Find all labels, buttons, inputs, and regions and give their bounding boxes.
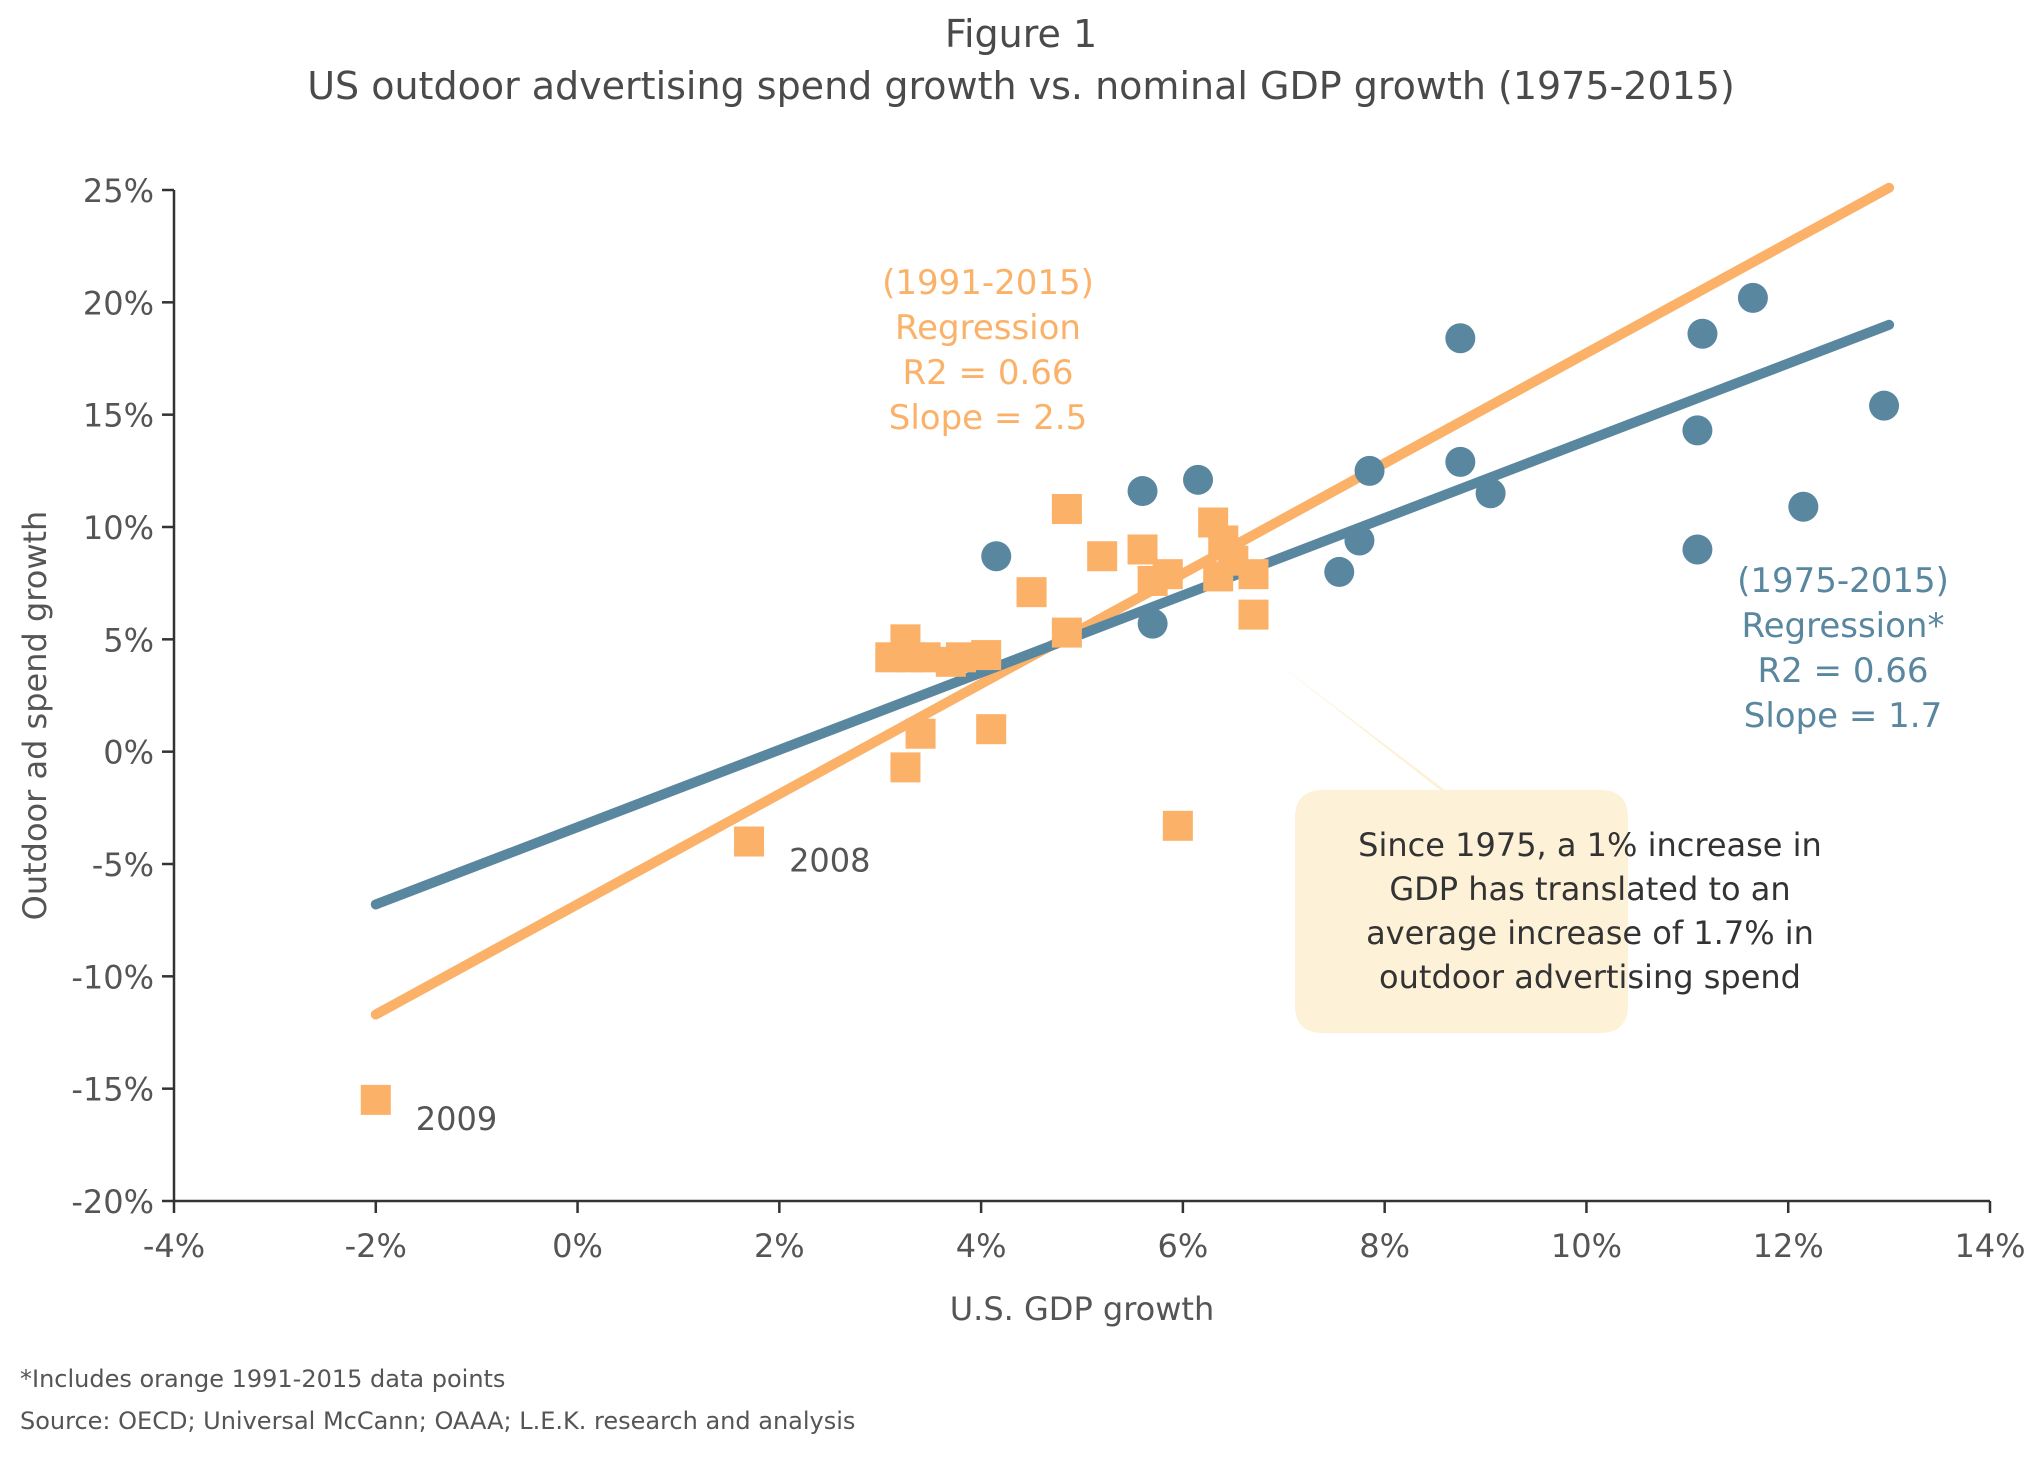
title-block: Figure 1 US outdoor advertising spend gr… bbox=[0, 8, 2042, 112]
callout-text-line: Since 1975, a 1% increase in bbox=[1358, 826, 1822, 864]
y-tick-label: 10% bbox=[83, 509, 154, 547]
data-point-circle bbox=[981, 541, 1012, 572]
y-tick-label: 25% bbox=[83, 172, 154, 210]
regression-label-line: R2 = 0.66 bbox=[1757, 651, 1928, 691]
regression-label-line: Slope = 2.5 bbox=[889, 398, 1088, 438]
data-point-square bbox=[1238, 599, 1269, 630]
chart-title: US outdoor advertising spend growth vs. … bbox=[307, 64, 1735, 108]
data-point-circle bbox=[1475, 478, 1506, 509]
x-tick-label: 8% bbox=[1359, 1227, 1410, 1265]
y-axis-title: Outdoor ad spend growth bbox=[16, 511, 54, 921]
regression-label-line: R2 = 0.66 bbox=[902, 353, 1073, 393]
data-point-square bbox=[1087, 541, 1118, 572]
x-tick-label: 14% bbox=[1954, 1227, 2025, 1265]
data-point-square bbox=[734, 826, 765, 857]
y-tick-label: 5% bbox=[103, 621, 154, 659]
x-tick-label: 6% bbox=[1158, 1227, 1209, 1265]
x-tick-label: 10% bbox=[1551, 1227, 1622, 1265]
data-point-square bbox=[1127, 534, 1158, 565]
footnote-source: Source: OECD; Universal McCann; OAAA; L.… bbox=[20, 1407, 856, 1435]
data-point-square bbox=[945, 642, 976, 673]
data-point-circle bbox=[1354, 455, 1385, 486]
point-label: 2008 bbox=[789, 842, 870, 880]
x-tick-label: -2% bbox=[345, 1227, 407, 1265]
point-label: 2009 bbox=[416, 1100, 497, 1138]
x-tick-label: 4% bbox=[956, 1227, 1007, 1265]
data-point-square bbox=[1016, 577, 1047, 608]
regression-label-line: Regression bbox=[895, 308, 1081, 348]
data-point-square bbox=[1051, 617, 1082, 648]
y-tick-label: 0% bbox=[103, 734, 154, 772]
regression-line-1991-2015 bbox=[370, 182, 1895, 1020]
data-point-circle bbox=[1682, 534, 1713, 565]
y-tick-label: 15% bbox=[83, 397, 154, 435]
data-point-circle bbox=[1127, 476, 1158, 507]
data-point-square bbox=[976, 714, 1007, 745]
data-point-circle bbox=[1324, 556, 1355, 587]
callout-text-line: outdoor advertising spend bbox=[1379, 958, 1801, 996]
x-tick-label: 0% bbox=[552, 1227, 603, 1265]
footnote-asterisk: *Includes orange 1991-2015 data points bbox=[20, 1365, 506, 1393]
regression-label-line: (1975-2015) bbox=[1737, 561, 1949, 601]
data-point-square bbox=[971, 640, 1002, 671]
data-point-circle bbox=[1344, 525, 1375, 556]
data-point-square bbox=[890, 752, 921, 783]
data-point-square bbox=[905, 718, 936, 749]
x-tick-label: 12% bbox=[1753, 1227, 1824, 1265]
x-tick-label: -4% bbox=[143, 1227, 205, 1265]
callout-text-line: GDP has translated to an bbox=[1389, 870, 1790, 908]
data-point-circle bbox=[1869, 390, 1900, 421]
data-point-circle bbox=[1788, 491, 1819, 522]
y-tick-label: -20% bbox=[71, 1183, 154, 1221]
regression-line-1975-2015 bbox=[370, 319, 1895, 910]
y-tick-label: -15% bbox=[71, 1071, 154, 1109]
callout-text-line: average increase of 1.7% in bbox=[1366, 914, 1814, 952]
data-point-circle bbox=[1445, 446, 1476, 477]
data-point-circle bbox=[1183, 464, 1214, 495]
callout-bubble bbox=[1275, 661, 1628, 1033]
data-point-square bbox=[360, 1084, 391, 1115]
y-tick-label: 20% bbox=[83, 284, 154, 322]
data-point-circle bbox=[1137, 608, 1168, 639]
y-tick-label: -5% bbox=[92, 846, 154, 884]
data-point-square bbox=[1162, 810, 1193, 841]
x-tick-label: 2% bbox=[754, 1227, 805, 1265]
data-point-square bbox=[1152, 559, 1183, 590]
data-point-circle bbox=[1687, 318, 1718, 349]
figure-label: Figure 1 bbox=[944, 12, 1098, 56]
data-point-square bbox=[1051, 494, 1082, 525]
footnotes: *Includes orange 1991-2015 data points S… bbox=[20, 1358, 855, 1442]
data-point-circle bbox=[1737, 282, 1768, 313]
data-point-square bbox=[910, 642, 941, 673]
x-axis-title: U.S. GDP growth bbox=[950, 1290, 1215, 1328]
regression-label-line: (1991-2015) bbox=[882, 263, 1094, 303]
regression-label-line: Slope = 1.7 bbox=[1744, 696, 1943, 736]
data-point-square bbox=[1238, 559, 1269, 590]
data-point-circle bbox=[1445, 323, 1476, 354]
y-tick-label: -10% bbox=[71, 958, 154, 996]
data-point-circle bbox=[1682, 415, 1713, 446]
regression-label-line: Regression* bbox=[1742, 606, 1945, 646]
